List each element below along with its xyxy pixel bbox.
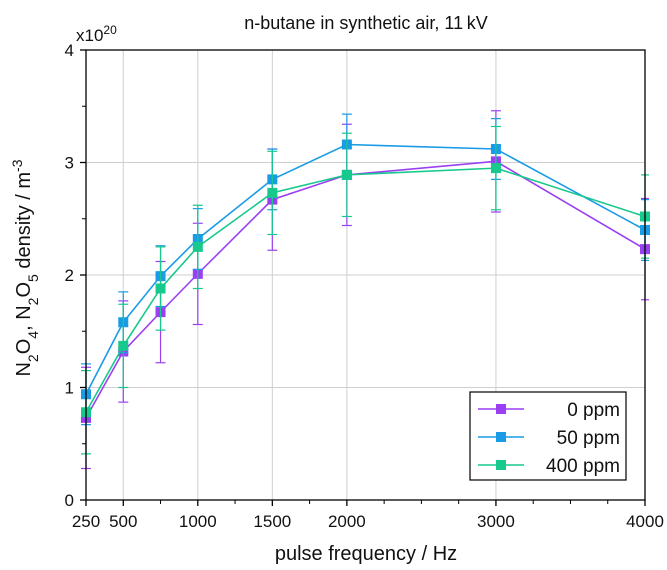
- data-point: [341, 169, 352, 180]
- legend-marker: [496, 432, 506, 442]
- y-axis-title-part: -3: [9, 159, 25, 172]
- data-point: [118, 340, 129, 351]
- series-line: [85, 143, 646, 395]
- data-point: [490, 163, 501, 174]
- y-axis-title-part: 4: [25, 331, 41, 339]
- x-tick-label: 250: [72, 512, 100, 531]
- y-axis-title-part: density / m: [13, 172, 35, 274]
- y-multiplier: x1020: [76, 23, 117, 45]
- x-tick-label: 4000: [626, 512, 664, 531]
- series-line: [85, 160, 646, 419]
- series-line: [85, 167, 646, 413]
- data-point: [192, 241, 203, 252]
- legend-label: 50 ppm: [557, 428, 620, 449]
- y-multiplier-base: x10: [76, 26, 103, 45]
- y-axis-title-part: N: [13, 362, 35, 376]
- y-axis-title: N2O4, N2O5 density / m-3: [9, 159, 41, 376]
- data-point: [155, 283, 166, 294]
- legend: 0 ppm 50 ppm 400 ppm: [469, 391, 627, 481]
- legend-label: 0 ppm: [567, 400, 620, 421]
- y-axis-title-part: 2: [25, 297, 41, 305]
- y-tick-label: 4: [65, 41, 74, 60]
- x-axis-title: pulse frequency / Hz: [275, 543, 457, 565]
- y-axis-title-part: , N: [13, 305, 35, 331]
- x-tick-label: 1500: [253, 512, 291, 531]
- y-multiplier-exponent: 20: [103, 23, 117, 37]
- y-tick-label: 3: [65, 154, 74, 173]
- legend-label: 400 ppm: [546, 456, 620, 477]
- chart-title: n-butane in synthetic air, 11 kV: [244, 13, 487, 33]
- series-50-ppm: [81, 113, 650, 426]
- x-tick-label: 2000: [328, 512, 366, 531]
- y-axis-title-part: O: [13, 282, 35, 298]
- y-tick-label: 2: [65, 266, 74, 285]
- legend-marker: [496, 460, 506, 470]
- y-axis-title-part: 5: [25, 274, 41, 282]
- y-tick-label: 1: [65, 379, 74, 398]
- axis-ticks: 250 500 1000 1500 2000 3000 4000 0 1 2 3 4: [65, 41, 664, 531]
- data-point: [267, 187, 278, 198]
- y-tick-label: 0: [65, 491, 74, 510]
- legend-marker: [496, 404, 506, 414]
- y-axis-title-part: 2: [25, 354, 41, 362]
- x-tick-label: 3000: [477, 512, 515, 531]
- x-tick-label: 1000: [179, 512, 217, 531]
- y-axis-title-part: O: [13, 339, 35, 355]
- x-tick-label: 500: [109, 512, 137, 531]
